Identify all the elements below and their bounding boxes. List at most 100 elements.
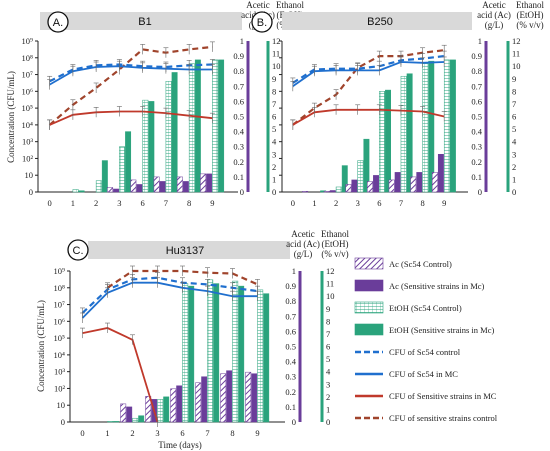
y-tick-label-acetic: 0.2 xyxy=(285,387,296,397)
y-tick-label-ethanol: 9 xyxy=(326,304,330,314)
bar-etoh-sensitive-mc xyxy=(194,59,201,193)
panel-letter-circle xyxy=(251,11,273,33)
bar-etoh-sensitive-mc xyxy=(238,285,245,423)
y-tick-label-ethanol: 12 xyxy=(512,36,521,46)
line-cfu-sc54-control xyxy=(49,63,213,83)
x-tick-label: 9 xyxy=(255,428,259,438)
bar-ac-sensitive-mc xyxy=(136,184,143,193)
ethanol-axis-label: Ethanol xyxy=(276,0,304,10)
y-tick-label-acetic: 0.7 xyxy=(285,311,296,321)
x-tick-label: 2 xyxy=(94,198,98,208)
y-tick-label-cfu: 10 xyxy=(25,170,34,180)
legend-label: EtOH (Sc54 Control) xyxy=(389,303,462,313)
bar-etoh-sc54-control xyxy=(119,146,126,193)
ethanol-axis-label: (% v/v) xyxy=(516,20,543,30)
chart-panel-1: B1A.10⁹10⁸10⁷10⁶10⁵10⁴10³10²10010.90.80.… xyxy=(22,0,305,208)
y-tick-label-ethanol: 2 xyxy=(272,162,276,172)
x-tick-label: 3 xyxy=(117,198,121,208)
acetic-axis-label: (g/L) xyxy=(294,249,313,259)
line-cfu-sc54-control xyxy=(292,55,445,84)
bar-ac-sensitive-mc xyxy=(206,173,213,193)
bar-ac-sensitive-mc xyxy=(329,190,336,193)
x-tick-label: 8 xyxy=(420,198,424,208)
acetic-axis-label: Acetic xyxy=(291,229,314,239)
y-tick-label-acetic: 0.9 xyxy=(285,281,296,291)
y-tick-label-acetic: 0 xyxy=(292,417,296,427)
bar-etoh-sc54-control xyxy=(379,91,385,193)
y-tick-label-cfu: 10³ xyxy=(22,137,34,147)
panel-header xyxy=(40,12,242,30)
legend-label: EtOH (Sensitive strains in Mc) xyxy=(389,325,494,335)
x-tick-label: 1 xyxy=(105,428,109,438)
x-tick-label: 9 xyxy=(210,198,214,208)
bar-etoh-sc54-control xyxy=(132,417,139,423)
y-tick-label-acetic: 0.5 xyxy=(471,112,482,122)
bar-etoh-sc54-control xyxy=(72,189,79,193)
y-tick-label-acetic: 0.3 xyxy=(285,372,296,382)
x-tick-label: 6 xyxy=(377,198,381,208)
y-tick-label-ethanol: 1 xyxy=(272,174,276,184)
bar-ac-sensitive-mc xyxy=(351,179,358,193)
bar-ac-sc54-control xyxy=(388,179,395,193)
bar-ac-sensitive-mc xyxy=(251,373,258,423)
chart-panel-3: Hu3137C.10⁹10⁸10⁷10⁶10⁵10⁴10³10²10010.90… xyxy=(54,229,350,438)
bar-ac-sc54-control xyxy=(245,371,252,423)
y-tick-label-ethanol: 10 xyxy=(326,291,335,301)
bar-etoh-sensitive-mc xyxy=(341,165,348,193)
acetic-axis-label: acid (Ac) xyxy=(477,10,511,20)
y-tick-label-ethanol: 12 xyxy=(326,266,335,276)
y-tick-label-acetic: 0.8 xyxy=(285,296,296,306)
bar-etoh-sc54-control xyxy=(95,180,102,193)
bar-etoh-sensitive-mc xyxy=(385,89,391,193)
bar-ac-sensitive-mc xyxy=(416,172,423,193)
y-tick-label-ethanol: 5 xyxy=(326,354,330,364)
bar-etoh-sensitive-mc xyxy=(213,283,220,423)
bar-etoh-sc54-control xyxy=(182,283,189,423)
ethanol-axis-label: (EtOH) xyxy=(517,10,544,20)
y-axis-title-cfu: Concentration (CFU/mL) xyxy=(6,71,16,163)
legend-label: Ac (Sc54 Control) xyxy=(389,259,452,269)
y-tick-label-cfu: 10² xyxy=(22,153,34,163)
bar-ac-sc54-control xyxy=(107,187,114,193)
line-cfu-sensitive-control xyxy=(48,45,213,126)
y-tick-label-acetic: 0.4 xyxy=(285,357,296,367)
bar-ac-sc54-control xyxy=(176,176,183,193)
y-tick-label-ethanol: 4 xyxy=(512,137,517,147)
y-tick-label-cfu: 10 xyxy=(57,400,66,410)
acetic-axis-label: acid (Ac) xyxy=(286,239,320,249)
x-tick-label: 7 xyxy=(205,428,209,438)
line-cfu-sensitive-mc xyxy=(82,327,159,423)
y-tick-label-ethanol: 3 xyxy=(272,149,276,159)
line-cfu-sensitive-control xyxy=(292,49,445,126)
acetic-axis-label: Acetic xyxy=(482,0,505,10)
legend-label: CFU of sensitive strains control xyxy=(389,413,498,423)
y-tick-label-ethanol: 2 xyxy=(326,392,330,402)
bar-ac-sensitive-mc xyxy=(182,181,189,193)
line-cfu-sc54-mc xyxy=(292,61,445,88)
ethanol-axis-label: Ethanol xyxy=(321,229,349,239)
acetic-axis-label: (g/L) xyxy=(485,20,504,30)
y-tick-label-cfu: 10⁶ xyxy=(22,86,34,96)
y-tick-label-ethanol: 1 xyxy=(512,174,516,184)
y-tick-label-ethanol: 8 xyxy=(512,86,516,96)
y-tick-label-ethanol: 11 xyxy=(326,279,334,289)
bar-ac-sc54-control xyxy=(153,176,160,193)
x-tick-label: 2 xyxy=(130,428,134,438)
y-tick-label-cfu: 10⁵ xyxy=(22,103,34,113)
bar-ac-sc54-control xyxy=(323,190,330,193)
bar-etoh-sensitive-mc xyxy=(138,415,145,423)
y-tick-label-ethanol: 6 xyxy=(272,112,276,122)
bar-ac-sc54-control xyxy=(170,388,177,423)
bar-etoh-sc54-control xyxy=(142,99,149,193)
panel-letter: C. xyxy=(73,245,84,257)
bar-ac-sc54-control xyxy=(302,190,309,193)
y-tick-label-acetic: 1 xyxy=(292,266,296,276)
y-tick-label-cfu: 10⁸ xyxy=(54,283,66,293)
panel-header xyxy=(282,12,472,30)
x-tick-label: 7 xyxy=(164,198,168,208)
x-axis-title: Time (days) xyxy=(158,440,201,450)
bar-ac-sc54-control xyxy=(130,179,137,193)
ethanol-axis-label: (EtOH) xyxy=(322,239,349,249)
chart-panel-2: B250B.10.90.80.70.60.50.40.30.20.1012111… xyxy=(251,0,544,208)
